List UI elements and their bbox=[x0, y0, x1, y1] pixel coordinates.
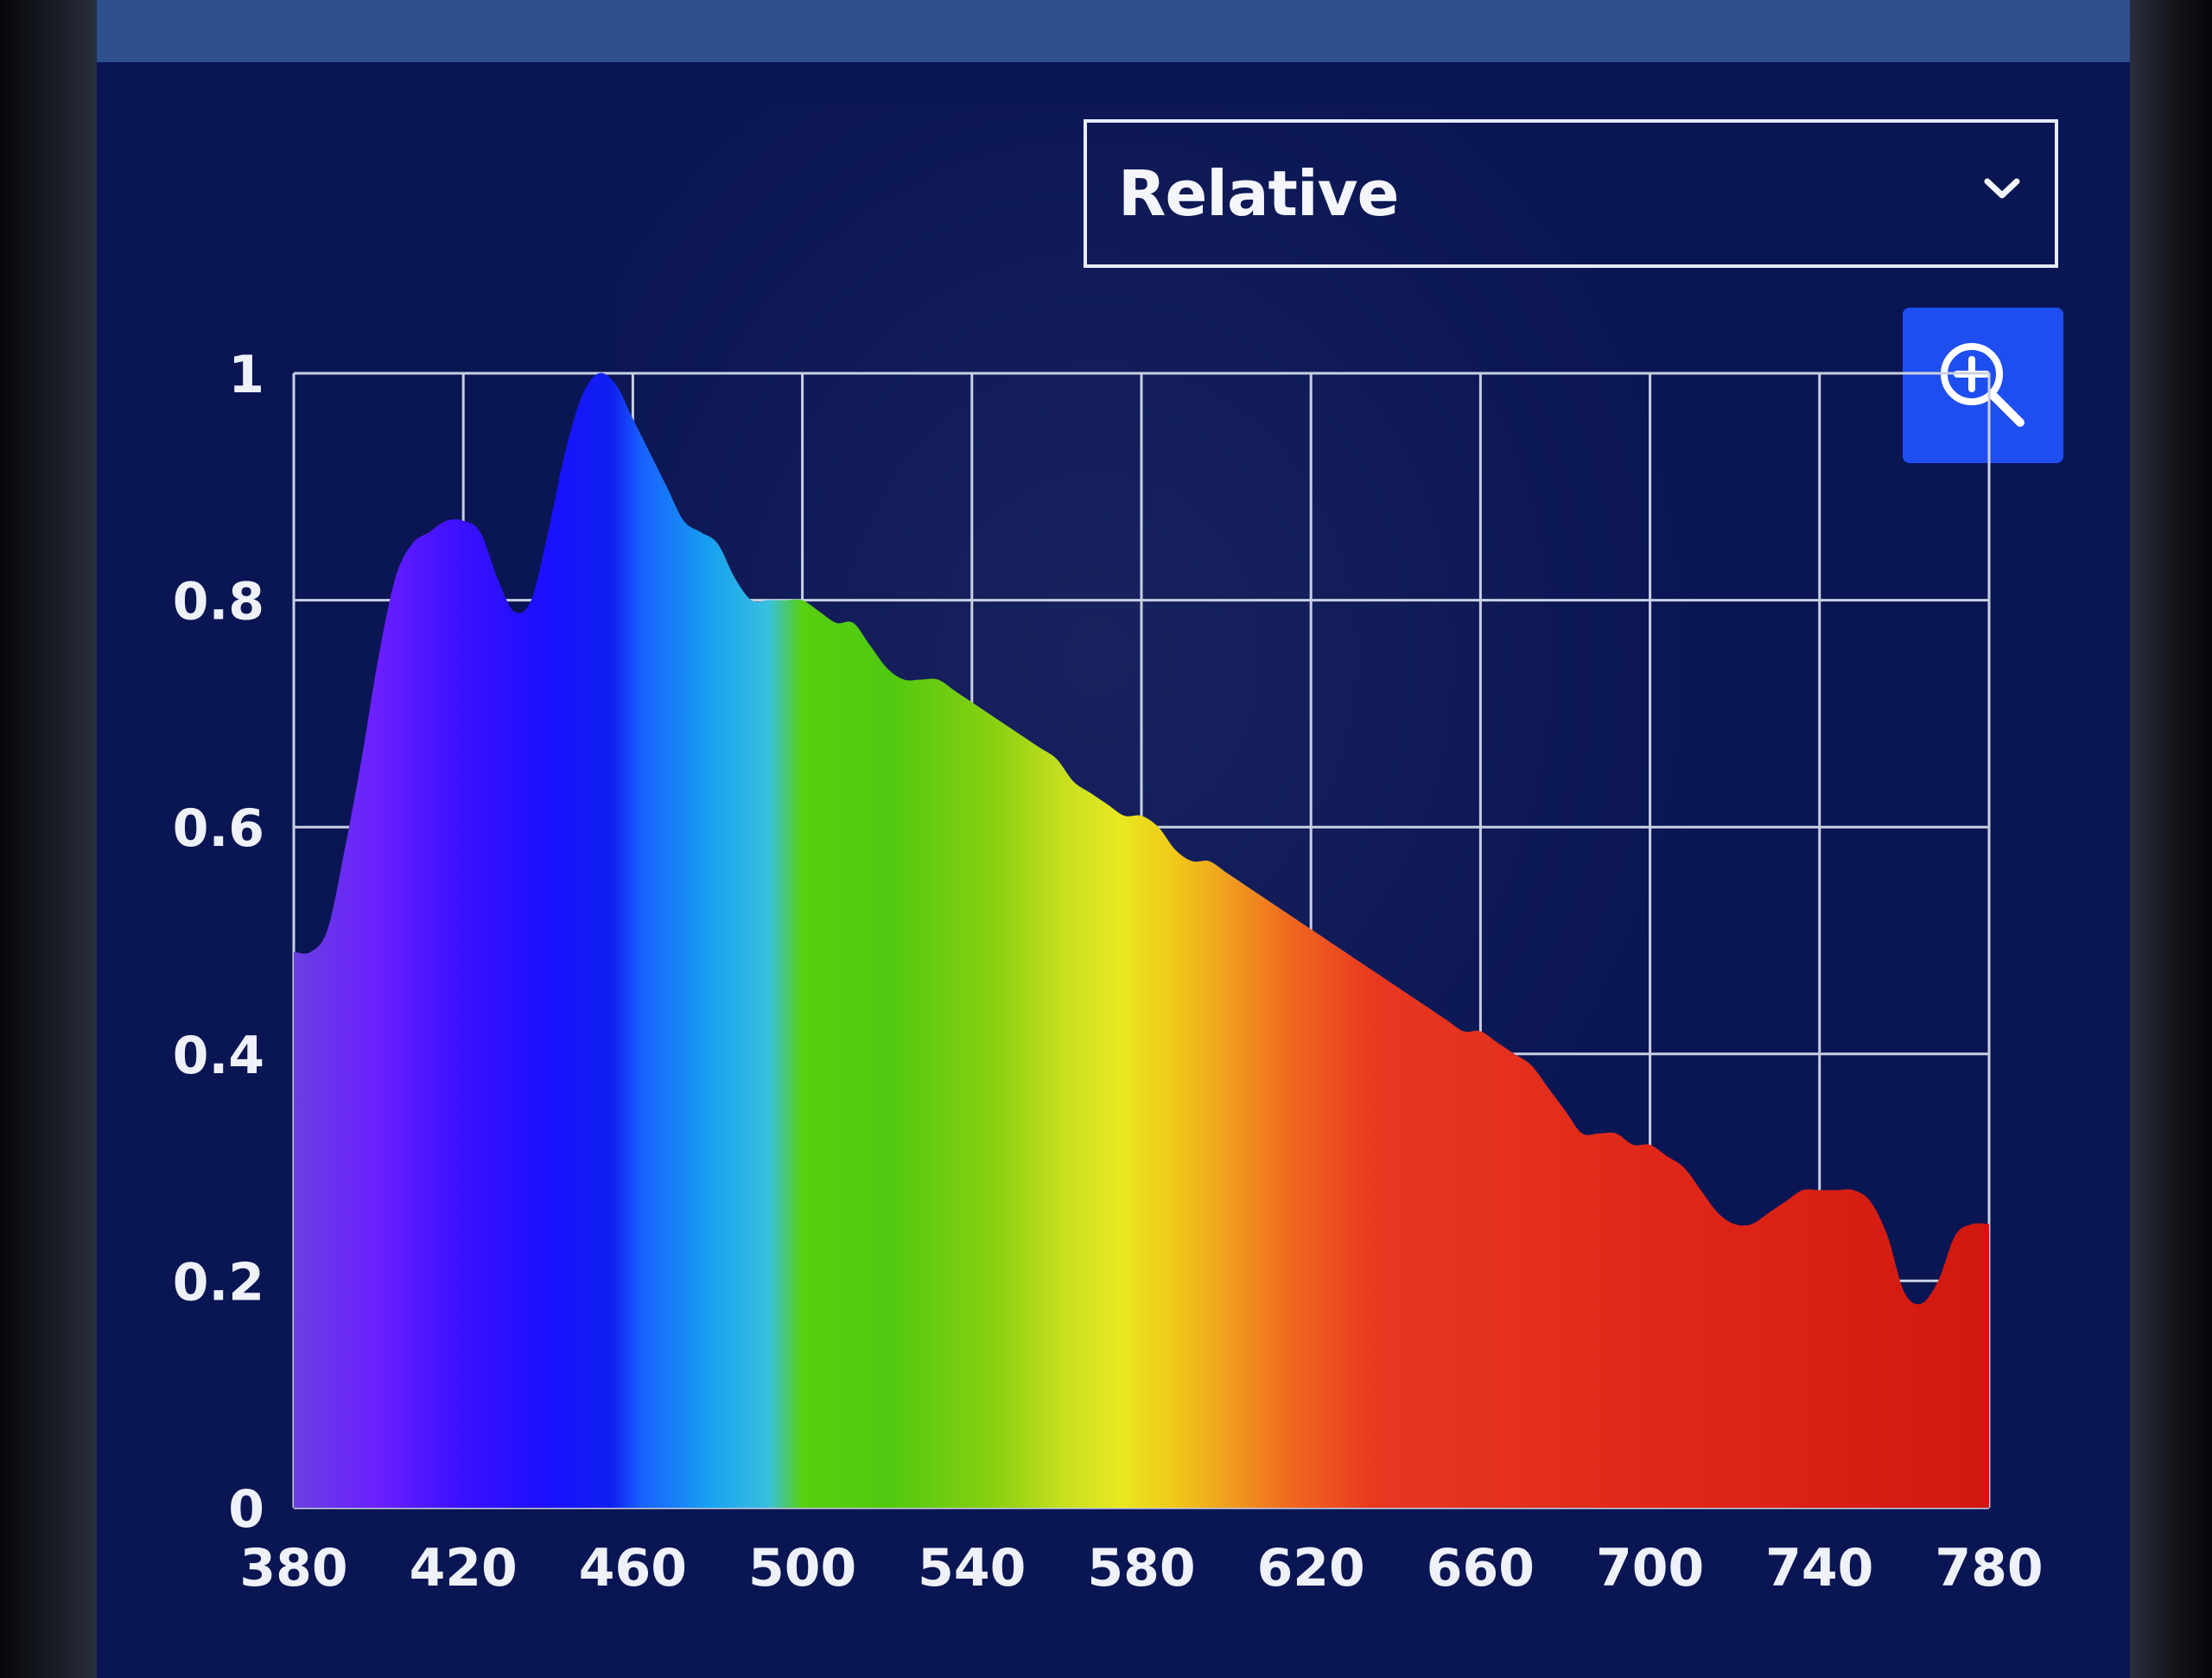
y-tick-label: 0.8 bbox=[173, 572, 264, 632]
spectrum-area bbox=[294, 372, 1989, 1508]
x-tick-label: 540 bbox=[918, 1538, 1026, 1599]
top-bar bbox=[97, 0, 2130, 62]
y-tick-label: 0.6 bbox=[173, 798, 264, 859]
x-tick-label: 420 bbox=[410, 1538, 518, 1599]
x-tick-label: 500 bbox=[748, 1538, 856, 1599]
y-tick-label: 1 bbox=[228, 345, 264, 405]
x-tick-label: 740 bbox=[1765, 1538, 1873, 1599]
y-tick-label: 0.2 bbox=[173, 1252, 264, 1313]
mode-dropdown[interactable]: Relative bbox=[1084, 119, 2058, 268]
device-bezel-left bbox=[0, 0, 97, 1678]
zoom-in-button[interactable] bbox=[1903, 308, 2063, 463]
x-tick-label: 700 bbox=[1596, 1538, 1704, 1599]
x-tick-label: 380 bbox=[239, 1538, 347, 1599]
mode-dropdown-value: Relative bbox=[1118, 157, 1399, 230]
device-bezel-right bbox=[2130, 0, 2212, 1678]
chevron-down-icon bbox=[1984, 178, 2020, 199]
x-tick-label: 780 bbox=[1935, 1538, 2043, 1599]
y-tick-label: 0.4 bbox=[173, 1026, 264, 1086]
spectrum-chart: 0 0.2 0.4 0.6 0.8 1 380 420 460 500 540 580 620 660 70… bbox=[173, 345, 2044, 1599]
app-screen: Relative 0 0.2 0.4 0.6 0.8 1 380 420 460 500 540 58… bbox=[97, 0, 2130, 1678]
x-tick-label: 620 bbox=[1257, 1538, 1365, 1599]
x-tick-label: 580 bbox=[1087, 1538, 1195, 1599]
x-tick-label: 460 bbox=[579, 1538, 687, 1599]
y-tick-label: 0 bbox=[228, 1479, 264, 1540]
x-tick-label: 660 bbox=[1427, 1538, 1535, 1599]
